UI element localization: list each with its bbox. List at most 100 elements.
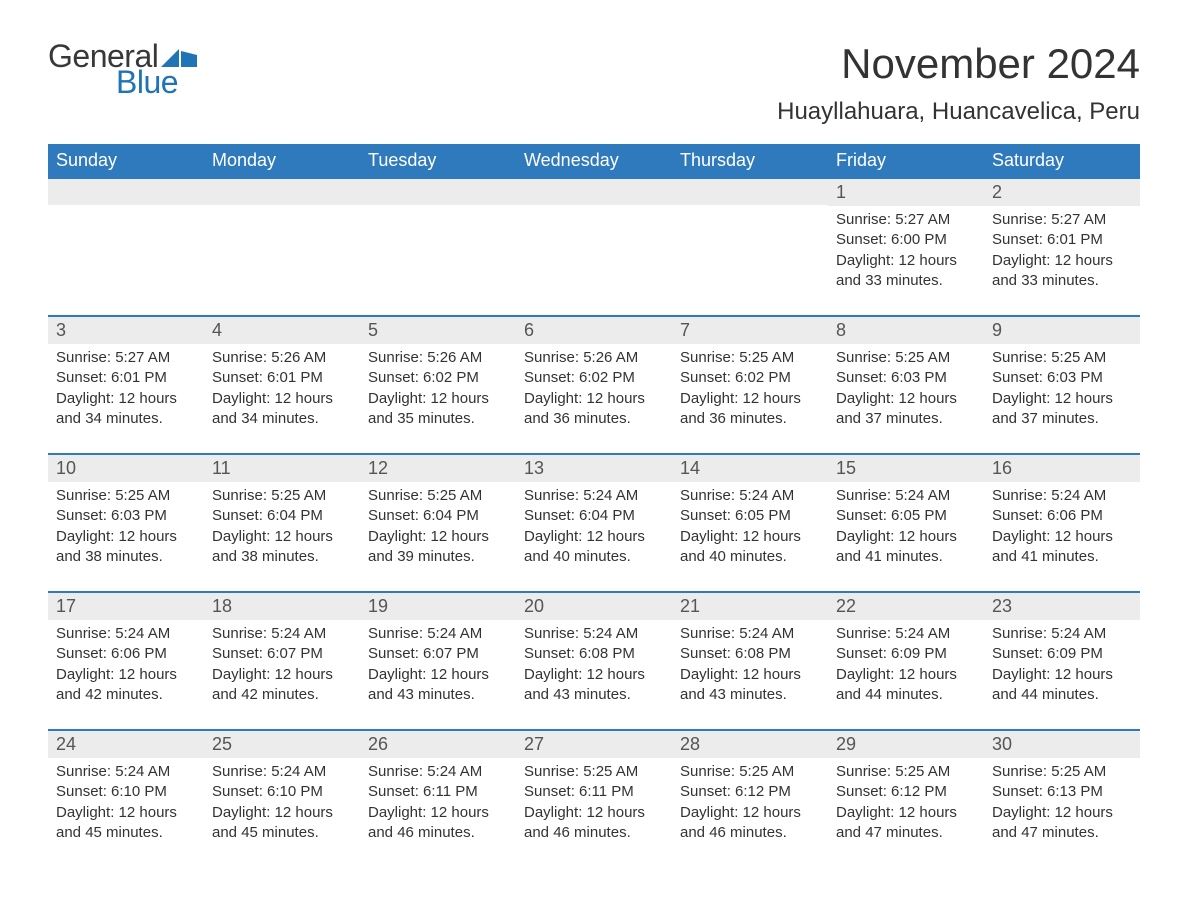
calendar-day-cell: 29Sunrise: 5:25 AMSunset: 6:12 PMDayligh… xyxy=(828,730,984,868)
daylight-text-line1: Daylight: 12 hours xyxy=(680,665,820,685)
daylight-text-line2: and 46 minutes. xyxy=(524,823,664,843)
sunset-text: Sunset: 6:10 PM xyxy=(212,782,352,802)
day-detail: Sunrise: 5:24 AMSunset: 6:04 PMDaylight:… xyxy=(516,482,672,575)
month-title: November 2024 xyxy=(777,40,1140,88)
sunset-text: Sunset: 6:02 PM xyxy=(680,368,820,388)
daylight-text-line1: Daylight: 12 hours xyxy=(212,389,352,409)
daylight-text-line1: Daylight: 12 hours xyxy=(836,527,976,547)
daylight-text-line2: and 38 minutes. xyxy=(212,547,352,567)
calendar-day-cell xyxy=(360,178,516,316)
day-number: 8 xyxy=(828,317,984,344)
daylight-text-line1: Daylight: 12 hours xyxy=(368,803,508,823)
day-detail: Sunrise: 5:24 AMSunset: 6:05 PMDaylight:… xyxy=(672,482,828,575)
daylight-text-line1: Daylight: 12 hours xyxy=(836,665,976,685)
sunrise-text: Sunrise: 5:27 AM xyxy=(836,210,976,230)
daylight-text-line2: and 37 minutes. xyxy=(836,409,976,429)
calendar-day-cell: 4Sunrise: 5:26 AMSunset: 6:01 PMDaylight… xyxy=(204,316,360,454)
daylight-text-line1: Daylight: 12 hours xyxy=(992,251,1132,271)
sunset-text: Sunset: 6:08 PM xyxy=(680,644,820,664)
sunrise-text: Sunrise: 5:25 AM xyxy=(368,486,508,506)
daylight-text-line1: Daylight: 12 hours xyxy=(56,803,196,823)
day-number: 27 xyxy=(516,731,672,758)
daylight-text-line1: Daylight: 12 hours xyxy=(56,389,196,409)
daylight-text-line1: Daylight: 12 hours xyxy=(992,803,1132,823)
day-detail: Sunrise: 5:24 AMSunset: 6:08 PMDaylight:… xyxy=(516,620,672,713)
daylight-text-line2: and 34 minutes. xyxy=(56,409,196,429)
calendar-day-cell: 28Sunrise: 5:25 AMSunset: 6:12 PMDayligh… xyxy=(672,730,828,868)
daylight-text-line1: Daylight: 12 hours xyxy=(368,527,508,547)
empty-day-bar xyxy=(204,179,360,205)
sunrise-text: Sunrise: 5:27 AM xyxy=(992,210,1132,230)
daylight-text-line1: Daylight: 12 hours xyxy=(56,527,196,547)
day-detail: Sunrise: 5:24 AMSunset: 6:06 PMDaylight:… xyxy=(984,482,1140,575)
calendar-day-cell: 14Sunrise: 5:24 AMSunset: 6:05 PMDayligh… xyxy=(672,454,828,592)
calendar-day-cell: 9Sunrise: 5:25 AMSunset: 6:03 PMDaylight… xyxy=(984,316,1140,454)
day-detail: Sunrise: 5:26 AMSunset: 6:02 PMDaylight:… xyxy=(516,344,672,437)
sunrise-text: Sunrise: 5:25 AM xyxy=(212,486,352,506)
calendar-day-cell: 27Sunrise: 5:25 AMSunset: 6:11 PMDayligh… xyxy=(516,730,672,868)
day-detail: Sunrise: 5:25 AMSunset: 6:03 PMDaylight:… xyxy=(984,344,1140,437)
daylight-text-line2: and 47 minutes. xyxy=(992,823,1132,843)
daylight-text-line2: and 41 minutes. xyxy=(836,547,976,567)
daylight-text-line2: and 36 minutes. xyxy=(524,409,664,429)
calendar-header-cell: Sunday xyxy=(48,144,204,178)
day-number: 7 xyxy=(672,317,828,344)
day-detail: Sunrise: 5:24 AMSunset: 6:07 PMDaylight:… xyxy=(360,620,516,713)
sunset-text: Sunset: 6:01 PM xyxy=(56,368,196,388)
day-number: 19 xyxy=(360,593,516,620)
day-detail: Sunrise: 5:25 AMSunset: 6:03 PMDaylight:… xyxy=(48,482,204,575)
daylight-text-line1: Daylight: 12 hours xyxy=(836,389,976,409)
day-number: 6 xyxy=(516,317,672,344)
day-number: 1 xyxy=(828,179,984,206)
daylight-text-line1: Daylight: 12 hours xyxy=(992,389,1132,409)
location-text: Huayllahuara, Huancavelica, Peru xyxy=(777,98,1140,126)
daylight-text-line2: and 35 minutes. xyxy=(368,409,508,429)
title-block: November 2024 Huayllahuara, Huancavelica… xyxy=(777,40,1140,126)
sunset-text: Sunset: 6:04 PM xyxy=(524,506,664,526)
daylight-text-line2: and 39 minutes. xyxy=(368,547,508,567)
day-detail: Sunrise: 5:26 AMSunset: 6:01 PMDaylight:… xyxy=(204,344,360,437)
calendar-day-cell: 10Sunrise: 5:25 AMSunset: 6:03 PMDayligh… xyxy=(48,454,204,592)
calendar-week-row: 3Sunrise: 5:27 AMSunset: 6:01 PMDaylight… xyxy=(48,316,1140,454)
sunrise-text: Sunrise: 5:25 AM xyxy=(992,348,1132,368)
sunrise-text: Sunrise: 5:26 AM xyxy=(212,348,352,368)
sunrise-text: Sunrise: 5:24 AM xyxy=(836,624,976,644)
day-detail: Sunrise: 5:25 AMSunset: 6:04 PMDaylight:… xyxy=(360,482,516,575)
empty-day-bar xyxy=(48,179,204,205)
sunrise-text: Sunrise: 5:25 AM xyxy=(836,762,976,782)
daylight-text-line2: and 47 minutes. xyxy=(836,823,976,843)
sunrise-text: Sunrise: 5:26 AM xyxy=(524,348,664,368)
daylight-text-line1: Daylight: 12 hours xyxy=(212,665,352,685)
day-detail: Sunrise: 5:25 AMSunset: 6:12 PMDaylight:… xyxy=(672,758,828,851)
day-number: 9 xyxy=(984,317,1140,344)
calendar-day-cell: 25Sunrise: 5:24 AMSunset: 6:10 PMDayligh… xyxy=(204,730,360,868)
daylight-text-line2: and 34 minutes. xyxy=(212,409,352,429)
sunrise-text: Sunrise: 5:24 AM xyxy=(212,624,352,644)
daylight-text-line1: Daylight: 12 hours xyxy=(56,665,196,685)
day-number: 12 xyxy=(360,455,516,482)
logo-text-blue: Blue xyxy=(116,66,197,98)
calendar-header-cell: Tuesday xyxy=(360,144,516,178)
daylight-text-line2: and 45 minutes. xyxy=(212,823,352,843)
sunset-text: Sunset: 6:13 PM xyxy=(992,782,1132,802)
day-number: 17 xyxy=(48,593,204,620)
day-number: 16 xyxy=(984,455,1140,482)
calendar-day-cell xyxy=(204,178,360,316)
daylight-text-line1: Daylight: 12 hours xyxy=(524,527,664,547)
calendar-day-cell: 24Sunrise: 5:24 AMSunset: 6:10 PMDayligh… xyxy=(48,730,204,868)
daylight-text-line2: and 43 minutes. xyxy=(368,685,508,705)
calendar-day-cell: 5Sunrise: 5:26 AMSunset: 6:02 PMDaylight… xyxy=(360,316,516,454)
calendar-day-cell xyxy=(672,178,828,316)
sunrise-text: Sunrise: 5:24 AM xyxy=(56,624,196,644)
day-number: 3 xyxy=(48,317,204,344)
calendar-day-cell: 16Sunrise: 5:24 AMSunset: 6:06 PMDayligh… xyxy=(984,454,1140,592)
day-detail: Sunrise: 5:25 AMSunset: 6:04 PMDaylight:… xyxy=(204,482,360,575)
day-detail: Sunrise: 5:24 AMSunset: 6:08 PMDaylight:… xyxy=(672,620,828,713)
day-number: 15 xyxy=(828,455,984,482)
daylight-text-line2: and 36 minutes. xyxy=(680,409,820,429)
calendar-body: 1Sunrise: 5:27 AMSunset: 6:00 PMDaylight… xyxy=(48,178,1140,868)
day-detail: Sunrise: 5:24 AMSunset: 6:11 PMDaylight:… xyxy=(360,758,516,851)
day-detail: Sunrise: 5:27 AMSunset: 6:01 PMDaylight:… xyxy=(48,344,204,437)
sunrise-text: Sunrise: 5:24 AM xyxy=(992,624,1132,644)
sunset-text: Sunset: 6:07 PM xyxy=(368,644,508,664)
